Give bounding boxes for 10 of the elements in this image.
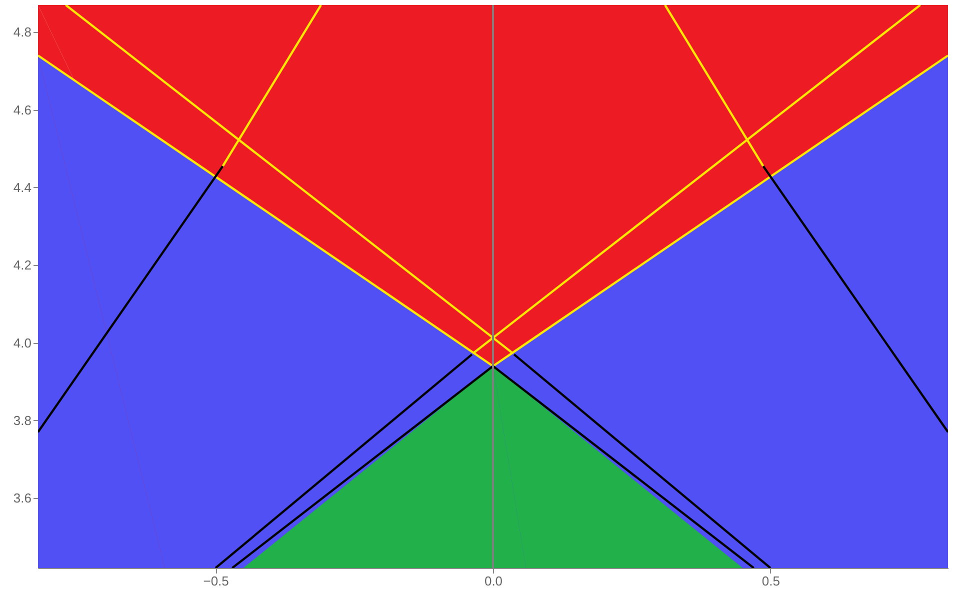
x-tick-label: 0.5 [762, 574, 780, 588]
y-tick-label: 4.6 [13, 102, 32, 118]
y-tick-label: 4.0 [13, 335, 32, 350]
y-tick-label: 3.6 [13, 490, 32, 506]
x-tick-label: −0.5 [203, 574, 229, 588]
y-tick-label: 4.4 [13, 180, 32, 195]
y-tick-label: 4.8 [13, 24, 32, 40]
x-tick-label: 0.0 [484, 574, 503, 588]
y-tick-label: 3.8 [13, 412, 32, 428]
y-tick-label: 4.2 [13, 258, 32, 273]
